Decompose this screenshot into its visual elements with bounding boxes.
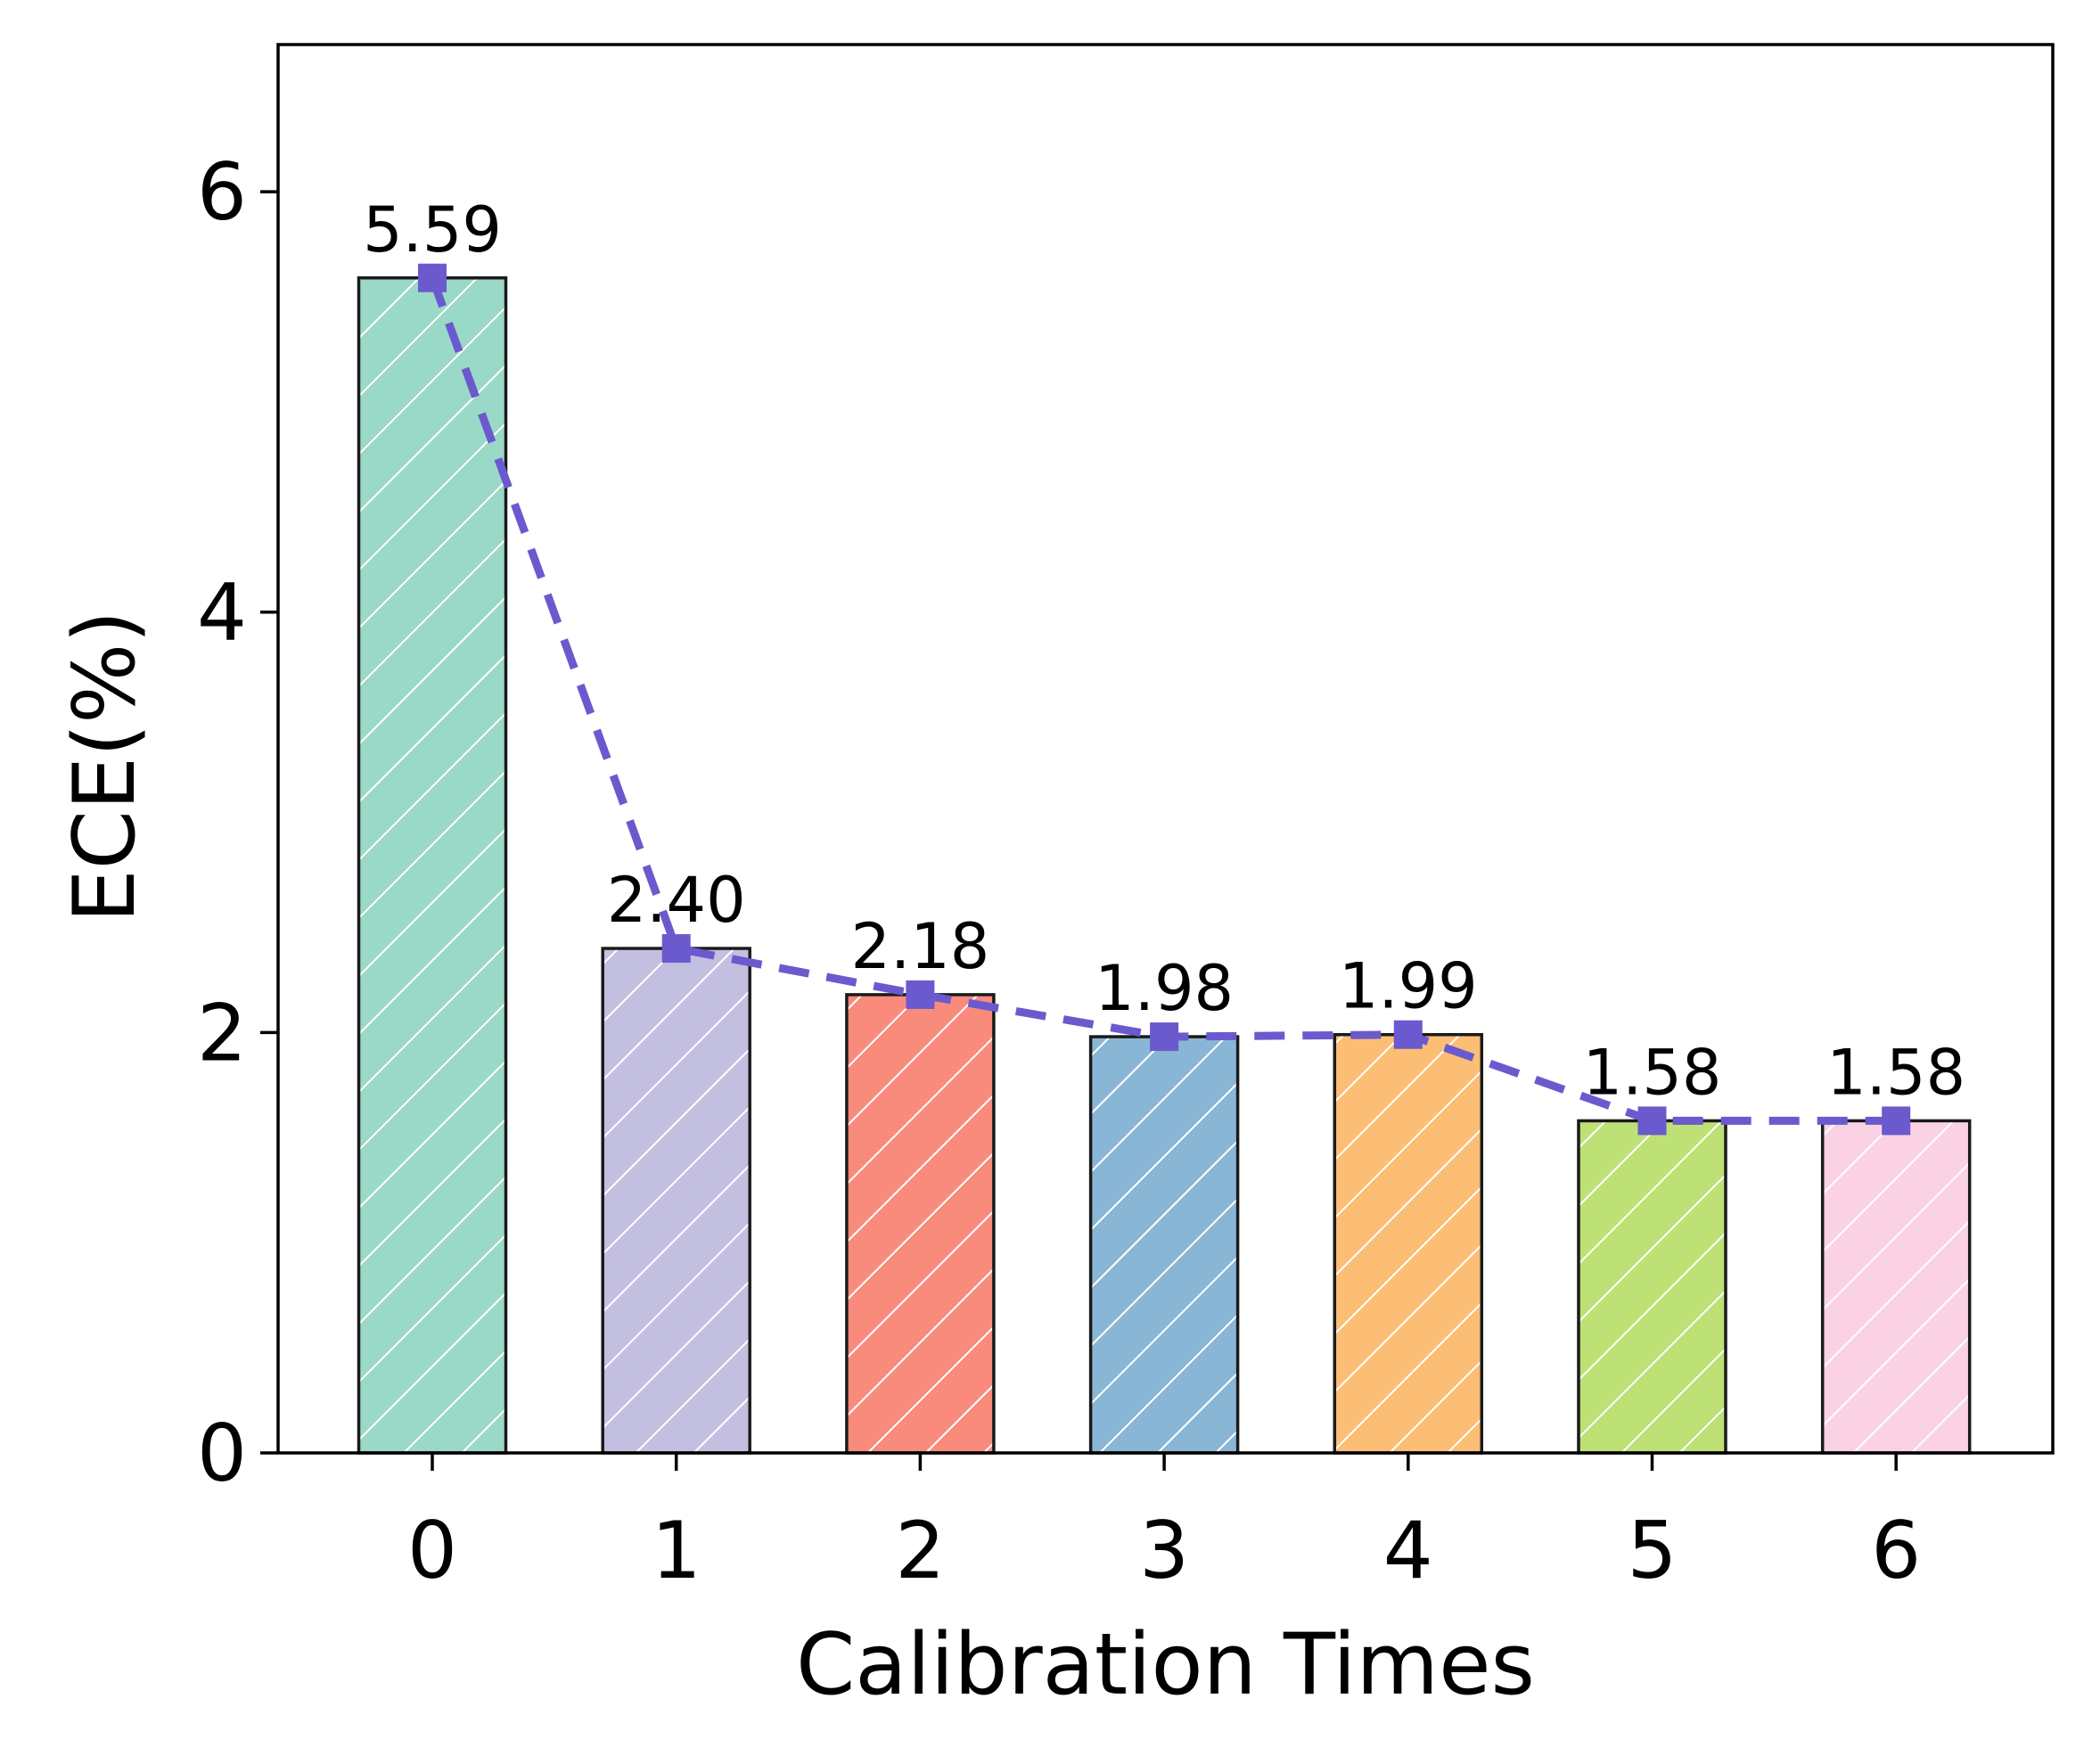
x-tick-label-0: 0 bbox=[407, 1505, 457, 1596]
bar-4 bbox=[1334, 1035, 1481, 1453]
data-label-4: 1.99 bbox=[1339, 950, 1478, 1023]
bar-3 bbox=[1091, 1037, 1238, 1453]
x-tick-label-5: 5 bbox=[1628, 1505, 1678, 1596]
y-tick-label-6: 6 bbox=[197, 146, 247, 238]
bars-layer bbox=[359, 278, 1970, 1453]
data-label-5: 1.58 bbox=[1583, 1036, 1722, 1109]
y-axis-label: ECE(%) bbox=[56, 611, 154, 923]
line-marker-3 bbox=[1150, 1022, 1178, 1051]
bar-1 bbox=[603, 948, 750, 1453]
bar-hatch bbox=[603, 948, 750, 1453]
y-tick-label-0: 0 bbox=[197, 1407, 247, 1499]
bar-hatch bbox=[1579, 1120, 1726, 1453]
data-label-3: 1.98 bbox=[1095, 952, 1234, 1025]
bar-hatch bbox=[1091, 1037, 1238, 1453]
x-tick-label-2: 2 bbox=[895, 1505, 945, 1596]
x-tick-label-4: 4 bbox=[1383, 1505, 1433, 1596]
bar-2 bbox=[847, 995, 994, 1453]
line-marker-4 bbox=[1394, 1021, 1423, 1049]
x-axis: 0 1 2 3 4 5 6 bbox=[407, 1453, 1921, 1596]
bar-hatch bbox=[1823, 1120, 1970, 1453]
data-label-1: 2.40 bbox=[607, 864, 746, 937]
line-marker-2 bbox=[906, 980, 934, 1009]
line-marker-0 bbox=[418, 264, 447, 292]
line-marker-5 bbox=[1638, 1106, 1667, 1135]
y-axis: 0 2 4 6 bbox=[197, 146, 278, 1499]
bar-0 bbox=[359, 278, 506, 1453]
line-marker-1 bbox=[662, 934, 691, 963]
x-axis-label: Calibration Times bbox=[796, 1616, 1535, 1714]
bar-hatch bbox=[1334, 1035, 1481, 1453]
data-label-6: 1.58 bbox=[1826, 1036, 1965, 1109]
x-tick-label-1: 1 bbox=[652, 1505, 701, 1596]
data-label-2: 2.18 bbox=[850, 910, 989, 983]
line-marker-6 bbox=[1882, 1106, 1910, 1135]
x-tick-label-3: 3 bbox=[1139, 1505, 1189, 1596]
bar-6 bbox=[1823, 1120, 1970, 1453]
data-label-0: 5.59 bbox=[363, 193, 502, 267]
bar-hatch bbox=[847, 995, 994, 1453]
x-tick-label-6: 6 bbox=[1871, 1505, 1921, 1596]
bar-hatch bbox=[359, 278, 506, 1453]
y-tick-label-2: 2 bbox=[197, 987, 247, 1079]
bar-5 bbox=[1579, 1120, 1726, 1453]
y-tick-label-4: 4 bbox=[197, 567, 247, 659]
